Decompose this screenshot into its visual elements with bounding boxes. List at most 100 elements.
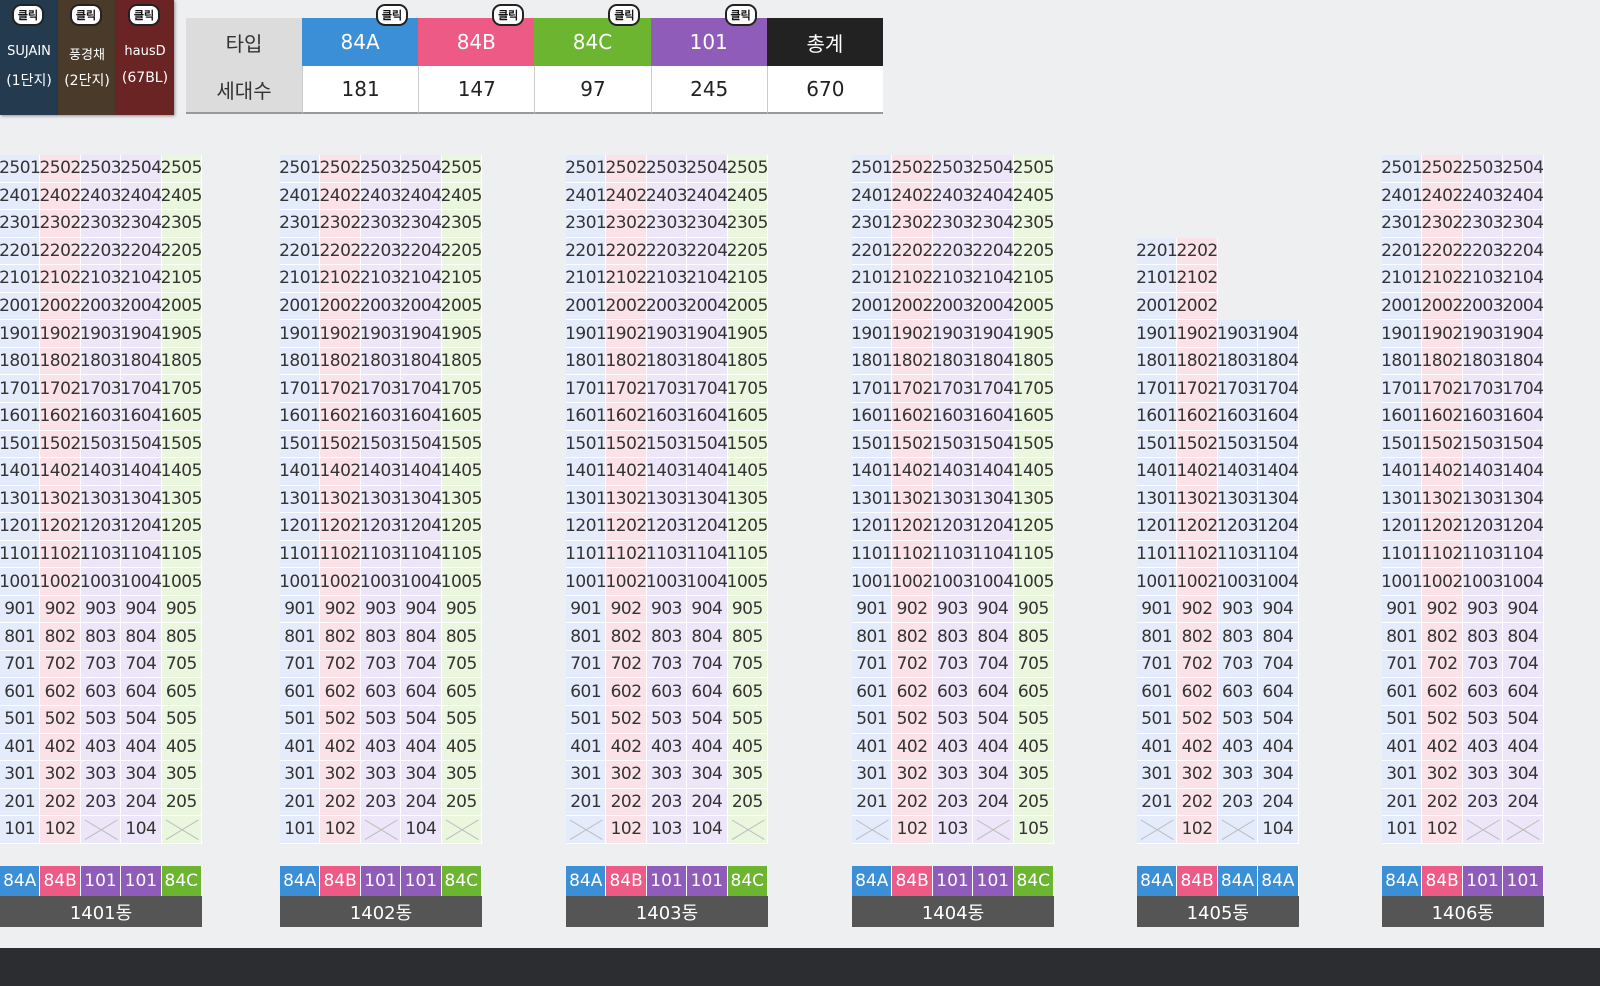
unit[interactable]: 1505 — [1013, 430, 1054, 459]
unit[interactable]: 701 — [1137, 650, 1178, 679]
unit[interactable]: 502 — [320, 706, 361, 734]
unit[interactable]: 2204 — [1502, 237, 1544, 266]
unit[interactable]: 704 — [121, 650, 162, 679]
unit[interactable]: 1501 — [565, 430, 607, 459]
unit[interactable]: 1802 — [891, 347, 933, 376]
unit[interactable]: 1102 — [1176, 540, 1218, 569]
unit[interactable]: 2303 — [932, 210, 974, 238]
unit[interactable]: 1701 — [565, 375, 607, 403]
unit[interactable]: 2002 — [1421, 292, 1463, 321]
unit[interactable]: 1603 — [360, 402, 402, 431]
unit[interactable]: 1303 — [360, 485, 402, 514]
unit[interactable]: 205 — [441, 788, 482, 817]
unit[interactable]: 2303 — [80, 210, 122, 238]
unit[interactable]: 203 — [1462, 788, 1504, 817]
unit[interactable]: 1701 — [279, 375, 321, 403]
unit[interactable]: 703 — [646, 650, 688, 679]
unit[interactable]: 2004 — [400, 292, 442, 321]
unit[interactable]: 1403 — [646, 458, 688, 486]
unit[interactable]: 2202 — [39, 237, 81, 266]
unit[interactable]: 1903 — [360, 320, 402, 348]
unit[interactable]: 1402 — [319, 458, 361, 486]
unit[interactable]: 504 — [687, 706, 728, 734]
unit[interactable]: 1305 — [441, 485, 482, 514]
unit[interactable]: 901 — [280, 595, 321, 624]
unit[interactable]: 1305 — [727, 485, 768, 514]
unit[interactable]: 1402 — [1176, 458, 1218, 486]
click-badge[interactable]: 클릭 — [492, 4, 525, 26]
unit[interactable]: 505 — [1013, 706, 1054, 734]
unit[interactable]: 1304 — [686, 485, 728, 514]
unit[interactable]: 904 — [687, 595, 728, 624]
unit[interactable]: 603 — [360, 678, 402, 707]
unit[interactable]: 1501 — [1136, 430, 1178, 459]
unit[interactable]: 502 — [1177, 706, 1218, 734]
unit[interactable]: 502 — [606, 706, 647, 734]
unit[interactable]: 405 — [441, 733, 482, 762]
unit[interactable]: 2305 — [727, 210, 768, 238]
unit[interactable]: 2503 — [646, 155, 688, 183]
unit[interactable]: 1401 — [851, 458, 893, 486]
unit[interactable]: 2102 — [1421, 265, 1463, 293]
unit[interactable]: 501 — [280, 706, 321, 734]
unit[interactable]: 1002 — [891, 568, 933, 596]
unit[interactable]: 503 — [80, 706, 122, 734]
unit[interactable]: 2501 — [279, 155, 321, 183]
unit[interactable]: 902 — [1177, 595, 1218, 624]
unit[interactable]: 2004 — [686, 292, 728, 321]
unit[interactable]: 1602 — [605, 402, 647, 431]
unit[interactable]: 202 — [892, 788, 933, 817]
unit[interactable]: 1903 — [1217, 320, 1259, 348]
unit[interactable]: 2402 — [605, 182, 647, 211]
unit[interactable]: 1503 — [360, 430, 402, 459]
unit[interactable]: 702 — [892, 650, 933, 679]
unit[interactable]: 803 — [1217, 623, 1259, 651]
unit[interactable]: 2102 — [891, 265, 933, 293]
unit[interactable]: 901 — [0, 595, 41, 624]
unit[interactable]: 1202 — [1421, 513, 1463, 541]
unit[interactable]: 2402 — [39, 182, 81, 211]
unit[interactable]: 1405 — [441, 458, 482, 486]
unit[interactable]: 1702 — [1421, 375, 1463, 403]
unit[interactable]: 302 — [606, 761, 647, 789]
unit[interactable]: 602 — [320, 678, 361, 707]
unit[interactable]: 104 — [401, 816, 442, 844]
unit[interactable]: 1205 — [161, 513, 202, 541]
unit[interactable]: 2501 — [565, 155, 607, 183]
unit[interactable]: 1601 — [279, 402, 321, 431]
unit[interactable]: 605 — [441, 678, 482, 707]
unit[interactable]: 1301 — [1381, 485, 1423, 514]
unit[interactable]: 1904 — [400, 320, 442, 348]
unit[interactable]: 1203 — [932, 513, 974, 541]
unit[interactable]: 1004 — [1502, 568, 1544, 596]
unit[interactable]: 604 — [401, 678, 442, 707]
unit[interactable]: 605 — [727, 678, 768, 707]
unit[interactable]: 1102 — [605, 540, 647, 569]
unit[interactable]: 2504 — [972, 155, 1014, 183]
unit[interactable]: 1401 — [0, 458, 41, 486]
unit[interactable]: 1103 — [1217, 540, 1259, 569]
unit[interactable]: 1604 — [972, 402, 1014, 431]
unit[interactable]: 2301 — [565, 210, 607, 238]
unit[interactable]: 104 — [1258, 816, 1299, 844]
unit[interactable]: 1302 — [39, 485, 81, 514]
unit[interactable]: 2002 — [891, 292, 933, 321]
unit[interactable]: 1303 — [932, 485, 974, 514]
unit[interactable]: 905 — [161, 595, 202, 624]
unit[interactable]: 2205 — [161, 237, 202, 266]
unit[interactable]: 102 — [892, 816, 933, 844]
unit[interactable]: 201 — [1137, 788, 1178, 817]
unit[interactable]: 1005 — [161, 568, 202, 596]
unit[interactable]: 1901 — [1381, 320, 1423, 348]
unit[interactable]: 2305 — [441, 210, 482, 238]
unit[interactable]: 904 — [121, 595, 162, 624]
unit[interactable]: 1104 — [686, 540, 728, 569]
unit[interactable]: 101 — [1382, 816, 1423, 844]
unit[interactable]: 1805 — [1013, 347, 1054, 376]
unit[interactable]: 403 — [360, 733, 402, 762]
unit[interactable]: 801 — [280, 623, 321, 651]
unit[interactable]: 905 — [441, 595, 482, 624]
unit[interactable]: 501 — [1137, 706, 1178, 734]
unit[interactable]: 1902 — [39, 320, 81, 348]
unit[interactable]: 1803 — [360, 347, 402, 376]
